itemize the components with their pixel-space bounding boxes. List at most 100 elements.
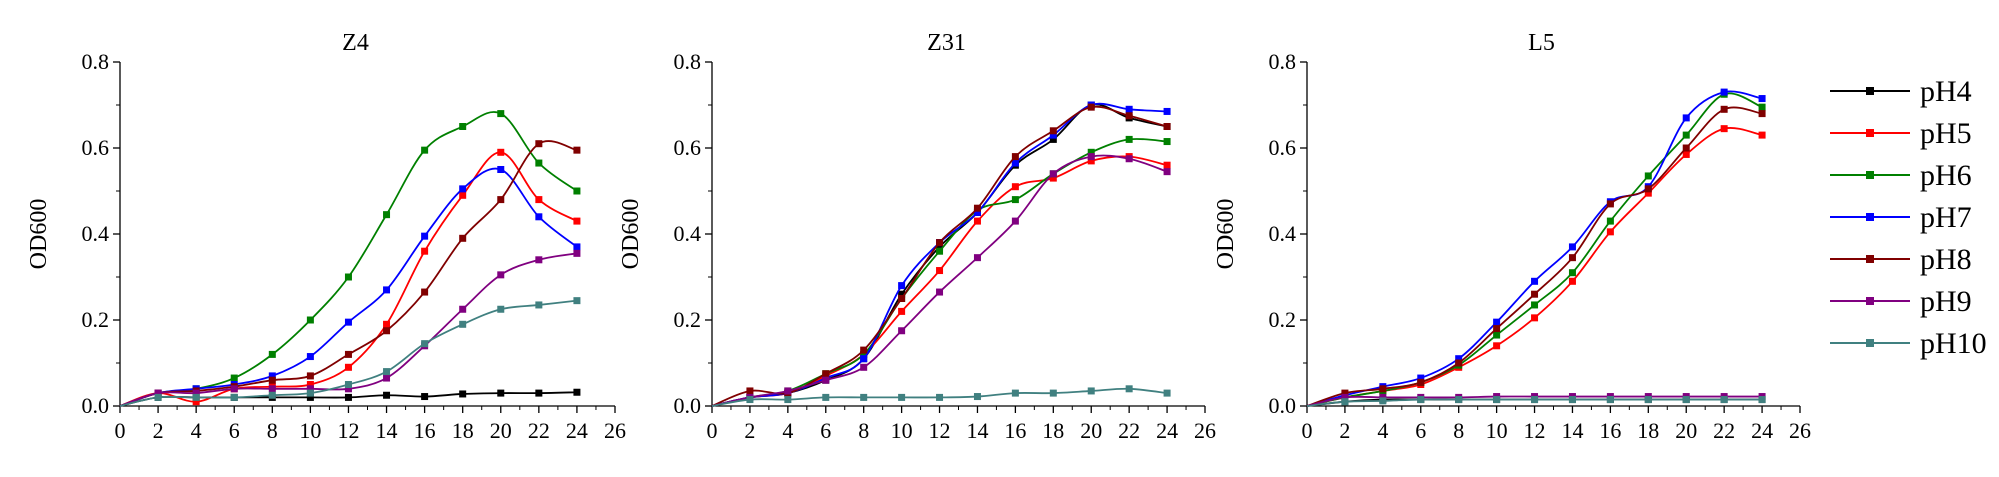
data-point [573,249,581,257]
data-point [344,318,352,326]
data-point [1682,131,1690,139]
series-line-ph9 [711,154,1168,407]
x-tick-label: 26 [1789,418,1811,443]
data-point [535,213,543,221]
data-point [1163,138,1171,146]
data-point [306,385,314,393]
data-point [344,350,352,358]
data-point [1417,396,1425,404]
data-point [459,320,467,328]
y-tick-label: 0.2 [82,307,110,332]
data-point [1682,144,1690,152]
x-tick-label: 12 [929,418,951,443]
data-point [268,372,276,380]
data-point [936,247,944,255]
data-point [344,273,352,281]
data-point [1087,153,1095,161]
data-point [344,363,352,371]
x-tick-label: 8 [1453,418,1464,443]
series-ph6 [119,110,581,407]
x-tick-label: 18 [1637,418,1659,443]
x-tick-label: 24 [566,418,588,443]
legend-item-ph4: pH4 [1830,75,1972,108]
data-point [497,148,505,156]
data-point [383,374,391,382]
series-ph5 [1306,125,1766,407]
data-point [1568,254,1576,262]
data-point [1720,88,1728,96]
legend-item-ph7: pH7 [1830,201,1972,234]
data-point [306,316,314,324]
data-point [306,389,314,397]
data-point [535,389,543,397]
data-point [1531,396,1539,404]
data-point [344,393,352,401]
data-point [230,393,238,401]
data-point [459,191,467,199]
y-tick-label: 0.6 [82,135,110,160]
data-point [1125,155,1133,163]
data-point [1644,172,1652,180]
y-tick-label: 0.4 [82,221,110,246]
chart-panel-l5: 0.00.20.40.60.80 2 4 6 8 10 12 14 16 18 20 22 24 26L5… [1213,30,1811,443]
data-point [192,393,200,401]
series-ph8 [711,103,1171,407]
data-point [1758,396,1766,404]
data-point [1417,378,1425,386]
data-point [497,166,505,173]
data-point [822,370,830,378]
x-tick-label: 10 [891,418,913,443]
legend-label: pH5 [1920,117,1972,150]
data-point [1568,243,1576,251]
data-point [1493,396,1501,404]
data-point [497,110,505,118]
data-point [230,385,238,393]
chart-panel-z4: 0.00.20.40.60.80 2 4 6 8 10 12 14 16 18 20 22 24 26Z4… [26,30,626,443]
legend-label: pH9 [1920,285,1972,318]
x-tick-label: 20 [1080,418,1102,443]
data-point [1163,168,1171,176]
x-tick-label: 22 [1713,418,1735,443]
data-point [936,239,944,247]
data-point [1125,105,1133,113]
x-tick-label: 24 [1156,418,1178,443]
data-point [746,387,754,395]
x-tick-label: 4 [191,418,202,443]
data-point [898,295,906,302]
data-point [573,388,581,396]
data-point [230,374,238,382]
data-point [535,196,543,204]
data-point [421,393,429,401]
data-point [1455,359,1463,367]
data-point [898,327,906,335]
data-point [1379,385,1387,393]
data-point [1455,355,1463,363]
data-point [383,320,391,328]
data-point [746,396,754,404]
x-tick-label: 10 [299,418,321,443]
data-point [306,353,314,361]
data-point [973,254,981,262]
x-tick-label: 26 [1194,418,1216,443]
x-tick-label: 10 [1486,418,1508,443]
data-point [1531,277,1539,285]
data-point [535,159,543,167]
legend-item-ph5: pH5 [1830,117,1972,150]
data-point [1379,397,1387,405]
data-point [1049,135,1057,143]
data-point [1341,393,1349,401]
data-point [1493,318,1501,326]
series-ph10 [1306,396,1766,407]
data-point [573,297,581,305]
data-point [1125,112,1133,120]
data-point [1417,374,1425,382]
legend-marker [1866,213,1874,221]
data-point [973,204,981,212]
data-point [344,381,352,388]
y-tick-label: 0.8 [674,49,702,74]
x-tick-label: 14 [376,418,398,443]
data-point [1049,170,1057,178]
data-point [1163,389,1171,397]
data-point [383,327,391,335]
data-point [1125,385,1133,393]
